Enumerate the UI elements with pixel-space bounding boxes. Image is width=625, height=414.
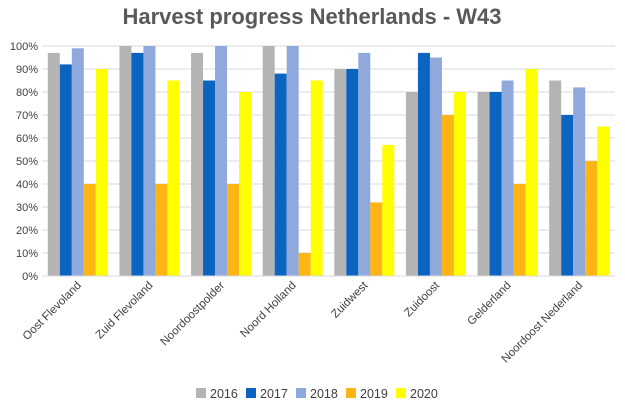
bar-2017-2 [203, 80, 216, 276]
bar-2019-1 [155, 184, 168, 276]
y-tick-label: 70% [16, 110, 38, 122]
bar-2018-4 [358, 52, 371, 277]
bar-2016-3 [262, 46, 275, 276]
y-tick-label: 60% [16, 133, 38, 145]
bar-2020-1 [167, 80, 180, 276]
bar-2020-6 [525, 69, 538, 276]
bar-2019-4 [370, 202, 383, 276]
bar-2019-5 [441, 115, 454, 276]
bar-2017-5 [417, 52, 430, 277]
y-tick-label: 10% [16, 248, 38, 260]
bar-2018-2 [215, 46, 228, 276]
y-tick-label: 100% [10, 41, 38, 53]
y-tick-label: 40% [16, 179, 38, 191]
legend-swatch-2020 [396, 388, 406, 398]
y-tick-label: 30% [16, 202, 38, 214]
legend: 2016 2017 2018 2019 2020 [196, 387, 438, 401]
x-tick-label: Zuidoost [402, 279, 442, 319]
chart-title: Harvest progress Netherlands - W43 [122, 4, 501, 29]
legend-label-2016: 2016 [210, 387, 238, 401]
x-tick-label: Zuid Flevoland [94, 280, 156, 342]
legend-swatch-2017 [246, 388, 256, 398]
y-tick-label: 80% [16, 87, 38, 99]
bar-2017-3 [274, 73, 287, 276]
bar-2019-2 [227, 184, 240, 276]
bar-2016-2 [191, 52, 204, 277]
bar-2019-6 [513, 184, 526, 276]
bar-2016-4 [334, 69, 347, 276]
x-tick-label: Noordoostpolder [159, 280, 228, 349]
bar-2017-6 [489, 92, 502, 276]
bar-2016-7 [549, 80, 562, 276]
legend-swatch-2018 [296, 388, 306, 398]
bar-2020-2 [239, 92, 252, 276]
x-tick-label: Gelderland [465, 280, 513, 328]
x-tick-label: Zuidwest [329, 279, 371, 321]
legend-label-2018: 2018 [310, 387, 338, 401]
y-tick-label: 20% [16, 225, 38, 237]
legend-label-2017: 2017 [260, 387, 288, 401]
legend-label-2020: 2020 [410, 387, 438, 401]
y-tick-label: 90% [16, 64, 38, 76]
bar-2017-0 [59, 64, 72, 277]
x-tick-label: Oost Flevoland [21, 280, 84, 343]
y-tick-label: 50% [16, 156, 38, 168]
bar-2020-4 [382, 144, 395, 276]
bar-2016-1 [119, 46, 132, 276]
bar-2019-3 [298, 253, 311, 276]
bar-2020-0 [95, 69, 108, 276]
legend-swatch-2019 [346, 388, 356, 398]
bar-2020-7 [597, 126, 610, 276]
bar-2017-4 [346, 69, 359, 276]
bar-2017-1 [131, 52, 144, 277]
bars [47, 46, 610, 277]
legend-label-2019: 2019 [360, 387, 388, 401]
bar-2018-0 [71, 48, 84, 276]
y-tick-label: 0% [22, 271, 38, 283]
x-tick-label: Noord Holland [238, 280, 298, 340]
bar-2018-3 [286, 46, 299, 276]
x-axis: Oost Flevoland Zuid Flevoland Noordoostpol… [21, 275, 615, 366]
x-tick-label: Noordoost Nederland [500, 280, 586, 366]
y-axis: 0% 10% 20% 30% 40% 50% 60% 70% 80% 90% 100% [10, 41, 38, 283]
bar-2018-1 [143, 46, 156, 276]
bar-2016-6 [477, 92, 490, 276]
bar-2019-0 [83, 184, 96, 276]
bar-2018-7 [573, 87, 586, 277]
bar-2017-7 [561, 115, 574, 276]
bar-2019-7 [585, 161, 598, 276]
bar-2016-0 [47, 52, 60, 277]
bar-2018-5 [429, 57, 442, 276]
legend-swatch-2016 [196, 388, 206, 398]
bar-2020-5 [453, 92, 466, 276]
bar-2016-5 [405, 92, 418, 276]
bar-2018-6 [501, 80, 514, 276]
bar-2020-3 [310, 80, 323, 276]
